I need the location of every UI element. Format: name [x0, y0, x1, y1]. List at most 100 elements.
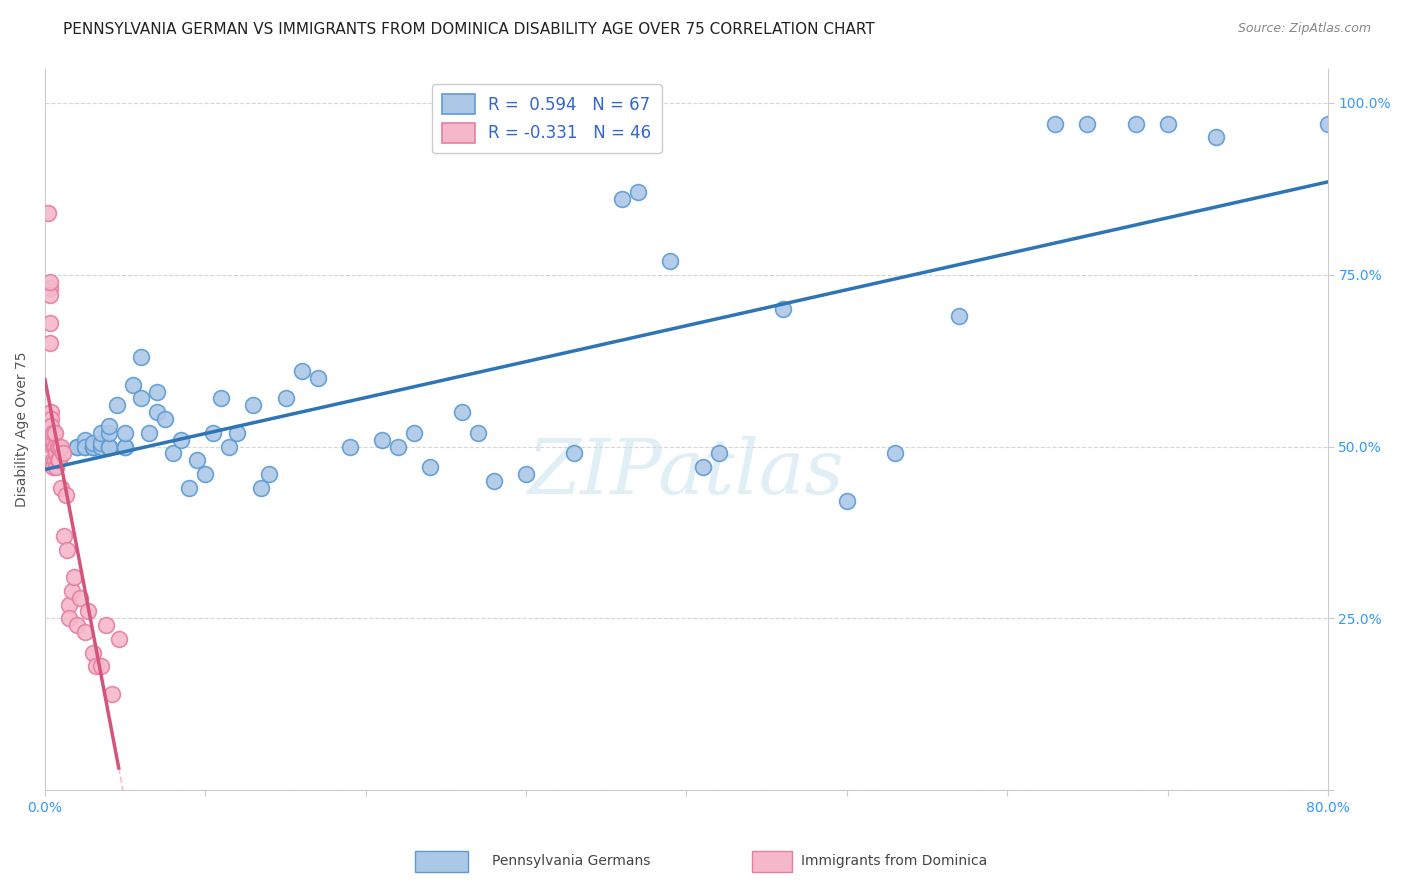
Point: [66, 440, 89, 454]
Point: [41, 412, 63, 426]
Point: [46, 453, 69, 467]
Point: [835, 494, 858, 508]
Point: [42, 433, 65, 447]
Point: [114, 440, 136, 454]
Point: [53, 529, 76, 543]
Point: [90, 425, 112, 440]
Point: [138, 425, 160, 440]
Point: [627, 186, 650, 200]
Point: [307, 371, 329, 385]
Point: [63, 570, 86, 584]
Text: Pennsylvania Germans: Pennsylvania Germans: [492, 854, 651, 868]
Point: [371, 433, 394, 447]
Point: [58, 598, 80, 612]
Point: [339, 440, 361, 454]
Point: [38, 281, 60, 295]
Point: [707, 446, 730, 460]
Point: [58, 611, 80, 625]
Point: [612, 192, 634, 206]
Point: [52, 446, 75, 460]
Point: [1125, 116, 1147, 130]
Text: PENNSYLVANIA GERMAN VS IMMIGRANTS FROM DOMINICA DISABILITY AGE OVER 75 CORRELATI: PENNSYLVANIA GERMAN VS IMMIGRANTS FROM D…: [63, 22, 875, 37]
Point: [82, 440, 104, 454]
Y-axis label: Disability Age Over 75: Disability Age Over 75: [15, 351, 30, 507]
Point: [55, 488, 77, 502]
Point: [290, 364, 312, 378]
Point: [107, 632, 129, 646]
Point: [42, 440, 65, 454]
Point: [515, 467, 537, 481]
Point: [659, 254, 682, 268]
Point: [692, 460, 714, 475]
Point: [98, 425, 121, 440]
Point: [49, 440, 72, 454]
Point: [69, 591, 91, 605]
Point: [75, 440, 97, 454]
Point: [38, 336, 60, 351]
Point: [84, 659, 107, 673]
Point: [42, 425, 65, 440]
Point: [250, 481, 273, 495]
Point: [45, 460, 67, 475]
Point: [274, 392, 297, 406]
Point: [98, 440, 121, 454]
Point: [48, 453, 70, 467]
Point: [77, 604, 100, 618]
Point: [179, 481, 201, 495]
Point: [122, 377, 145, 392]
Point: [90, 440, 112, 454]
Point: [82, 440, 104, 454]
Point: [155, 412, 177, 426]
Point: [44, 440, 66, 454]
Point: [114, 440, 136, 454]
Point: [49, 481, 72, 495]
Point: [129, 392, 152, 406]
Point: [98, 440, 121, 454]
Point: [202, 425, 225, 440]
Point: [45, 446, 67, 460]
Point: [37, 206, 59, 220]
Point: [41, 405, 63, 419]
Point: [82, 436, 104, 450]
Point: [772, 301, 794, 316]
Point: [38, 316, 60, 330]
Point: [42, 453, 65, 467]
Point: [98, 418, 121, 433]
Point: [82, 646, 104, 660]
Point: [259, 467, 281, 481]
Point: [170, 433, 193, 447]
Point: [186, 453, 208, 467]
Point: [56, 542, 79, 557]
Text: Source: ZipAtlas.com: Source: ZipAtlas.com: [1237, 22, 1371, 36]
Point: [162, 446, 184, 460]
Text: ZIPatlas: ZIPatlas: [529, 435, 845, 509]
Point: [419, 460, 441, 475]
Point: [146, 405, 169, 419]
Point: [44, 425, 66, 440]
Point: [101, 687, 124, 701]
Point: [66, 618, 89, 632]
Point: [242, 398, 264, 412]
Point: [1156, 116, 1178, 130]
Point: [114, 425, 136, 440]
Point: [948, 309, 970, 323]
Point: [482, 474, 505, 488]
Point: [146, 384, 169, 399]
Point: [884, 446, 907, 460]
Point: [44, 440, 66, 454]
Point: [1205, 130, 1227, 145]
Point: [60, 583, 83, 598]
Point: [48, 440, 70, 454]
Point: [218, 440, 240, 454]
Point: [105, 398, 128, 412]
Point: [94, 618, 117, 632]
Legend: R =  0.594   N = 67, R = -0.331   N = 46: R = 0.594 N = 67, R = -0.331 N = 46: [432, 84, 662, 153]
Point: [1045, 116, 1067, 130]
Point: [66, 440, 89, 454]
Point: [387, 440, 409, 454]
Point: [194, 467, 217, 481]
Point: [41, 425, 63, 440]
Point: [226, 425, 249, 440]
Point: [75, 440, 97, 454]
Point: [129, 350, 152, 364]
